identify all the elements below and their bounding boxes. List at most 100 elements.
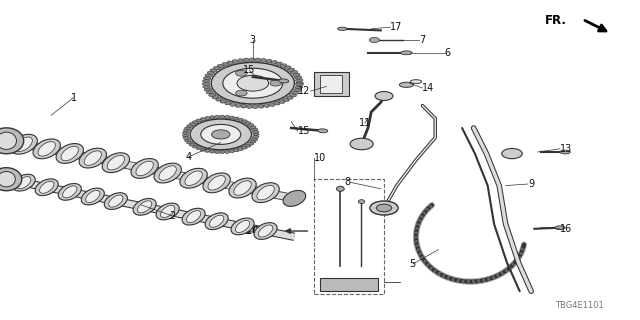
Ellipse shape <box>136 161 154 176</box>
Ellipse shape <box>196 119 202 122</box>
Ellipse shape <box>0 132 17 149</box>
Ellipse shape <box>203 85 211 88</box>
Text: E-10-1: E-10-1 <box>232 226 272 236</box>
Circle shape <box>350 138 373 150</box>
Text: 1: 1 <box>70 92 77 103</box>
Ellipse shape <box>399 82 413 87</box>
Ellipse shape <box>200 148 206 151</box>
Text: 12: 12 <box>298 86 310 96</box>
Ellipse shape <box>555 226 565 230</box>
Ellipse shape <box>209 93 216 96</box>
Ellipse shape <box>266 60 272 63</box>
Ellipse shape <box>225 116 230 119</box>
Text: 15: 15 <box>243 65 256 76</box>
Ellipse shape <box>294 76 302 79</box>
Ellipse shape <box>207 71 214 75</box>
Text: 17: 17 <box>390 22 403 32</box>
Ellipse shape <box>252 136 259 138</box>
Ellipse shape <box>133 198 156 215</box>
Ellipse shape <box>243 58 249 62</box>
Text: 6: 6 <box>445 48 451 58</box>
Ellipse shape <box>204 77 211 80</box>
Ellipse shape <box>229 178 256 198</box>
Ellipse shape <box>38 142 56 156</box>
Circle shape <box>211 62 294 104</box>
Ellipse shape <box>86 190 100 203</box>
Ellipse shape <box>220 150 225 154</box>
Ellipse shape <box>274 101 280 105</box>
Ellipse shape <box>61 146 79 161</box>
Ellipse shape <box>560 150 570 154</box>
Circle shape <box>369 37 380 43</box>
Ellipse shape <box>202 80 210 83</box>
Ellipse shape <box>237 59 244 62</box>
Ellipse shape <box>296 82 303 84</box>
Ellipse shape <box>234 117 239 120</box>
Ellipse shape <box>292 91 299 94</box>
Ellipse shape <box>241 104 247 108</box>
Bar <box>320 278 378 291</box>
Ellipse shape <box>237 118 243 121</box>
Text: FR.: FR. <box>545 14 566 27</box>
Ellipse shape <box>278 79 289 83</box>
Ellipse shape <box>210 116 215 119</box>
Ellipse shape <box>205 74 212 77</box>
Ellipse shape <box>237 148 243 150</box>
Ellipse shape <box>185 171 202 186</box>
Ellipse shape <box>227 61 234 65</box>
Ellipse shape <box>182 132 189 134</box>
Ellipse shape <box>205 213 228 230</box>
Ellipse shape <box>205 116 211 120</box>
Ellipse shape <box>63 186 77 198</box>
Ellipse shape <box>236 220 250 232</box>
Ellipse shape <box>241 146 247 149</box>
Ellipse shape <box>107 156 125 170</box>
Ellipse shape <box>236 104 241 107</box>
Ellipse shape <box>200 118 206 121</box>
Ellipse shape <box>225 101 231 105</box>
Ellipse shape <box>295 86 303 89</box>
Ellipse shape <box>220 100 227 103</box>
Ellipse shape <box>210 69 217 72</box>
Ellipse shape <box>231 218 254 235</box>
Ellipse shape <box>210 150 215 153</box>
Text: 16: 16 <box>560 224 572 234</box>
Ellipse shape <box>337 186 344 191</box>
Bar <box>314 72 349 96</box>
Ellipse shape <box>218 64 224 68</box>
Ellipse shape <box>257 185 275 200</box>
Ellipse shape <box>180 168 207 188</box>
Ellipse shape <box>184 139 191 142</box>
Circle shape <box>237 75 269 91</box>
Ellipse shape <box>15 137 33 151</box>
Ellipse shape <box>222 62 228 66</box>
Ellipse shape <box>271 60 277 64</box>
Bar <box>320 75 342 93</box>
Ellipse shape <box>214 150 220 154</box>
Ellipse shape <box>183 130 189 132</box>
Ellipse shape <box>206 91 214 94</box>
Text: 5: 5 <box>410 259 416 269</box>
Ellipse shape <box>245 122 251 124</box>
Ellipse shape <box>252 105 258 108</box>
Circle shape <box>190 119 252 150</box>
Ellipse shape <box>255 58 260 62</box>
Ellipse shape <box>232 60 238 63</box>
Ellipse shape <box>241 120 247 123</box>
Ellipse shape <box>246 105 252 108</box>
Ellipse shape <box>159 166 177 180</box>
Circle shape <box>270 80 282 86</box>
Ellipse shape <box>260 59 266 62</box>
Ellipse shape <box>284 66 291 69</box>
Ellipse shape <box>292 73 300 76</box>
Ellipse shape <box>40 181 54 193</box>
Circle shape <box>376 204 392 212</box>
Ellipse shape <box>225 150 230 153</box>
Ellipse shape <box>254 223 277 239</box>
Ellipse shape <box>250 140 256 143</box>
Ellipse shape <box>252 183 279 203</box>
Ellipse shape <box>269 103 275 106</box>
Ellipse shape <box>358 200 365 204</box>
Ellipse shape <box>249 58 255 62</box>
Ellipse shape <box>258 104 264 108</box>
